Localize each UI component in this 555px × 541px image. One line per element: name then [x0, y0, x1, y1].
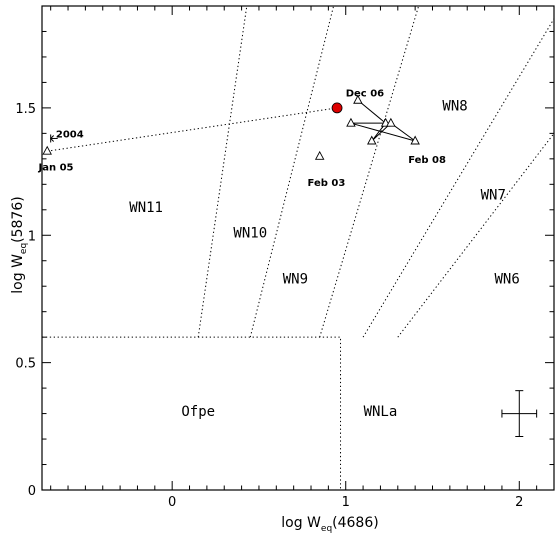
region-label: WN8: [442, 98, 467, 114]
y-tick-label: 1: [28, 229, 36, 244]
data-point-filled-circle: [331, 102, 343, 114]
y-tick-label: 0: [28, 484, 36, 499]
region-boundary-line: [362, 18, 555, 338]
data-point-triangle: [410, 135, 420, 145]
y-tick-label: 1.5: [15, 102, 36, 117]
data-point-triangle: [367, 135, 377, 145]
x-axis-label: log Weq(4686): [281, 515, 378, 534]
data-point-triangle: [386, 117, 396, 127]
connecting-line: [350, 99, 416, 142]
point-annotation: Dec 06: [346, 89, 384, 100]
y-axis-label: log Weq(5876): [10, 196, 29, 293]
connecting-lines: [49, 99, 416, 143]
region-label: WN10: [233, 226, 267, 242]
upper-limit-arrow: [49, 134, 58, 143]
point-annotation: Feb 08: [408, 155, 446, 166]
region-label: Ofpe: [181, 404, 215, 420]
point-annotation: Feb 03: [308, 178, 346, 189]
region-boundaries: [42, 5, 555, 490]
region-label: WN7: [481, 188, 506, 204]
region-label: WN6: [494, 272, 519, 288]
y-tick-label: 0.5: [15, 357, 36, 372]
x-tick-label: 0: [168, 495, 176, 510]
point-annotation: Jan 05: [38, 162, 74, 173]
region-boundary-line: [319, 5, 420, 338]
point-annotation: 2004: [56, 129, 84, 140]
axis-ticks: 0 1 2 0 0.5 1 1.5: [15, 5, 555, 510]
point-annotations: Dec 06 2004 Jan 05 Feb 03 Feb 08: [38, 89, 446, 189]
region-label: WN9: [283, 272, 308, 288]
x-tick-label: 2: [515, 495, 523, 510]
data-point-triangle: [314, 150, 325, 160]
data-point-triangle: [346, 117, 356, 127]
data-point-triangle: [353, 94, 363, 104]
region-label: WN11: [129, 200, 163, 216]
x-tick-label: 1: [342, 495, 350, 510]
error-bar: [501, 390, 538, 438]
region-boundary-line: [47, 107, 338, 152]
region-label: WNLa: [364, 404, 398, 420]
data-markers: [42, 94, 420, 160]
plot-frame: [41, 5, 555, 491]
data-point-triangle: [42, 145, 52, 155]
region-labels: WN11 WN10 WN9 WN8 WN7 WN6 Ofpe WNLa: [129, 98, 520, 420]
region-boundary-line: [197, 5, 248, 338]
